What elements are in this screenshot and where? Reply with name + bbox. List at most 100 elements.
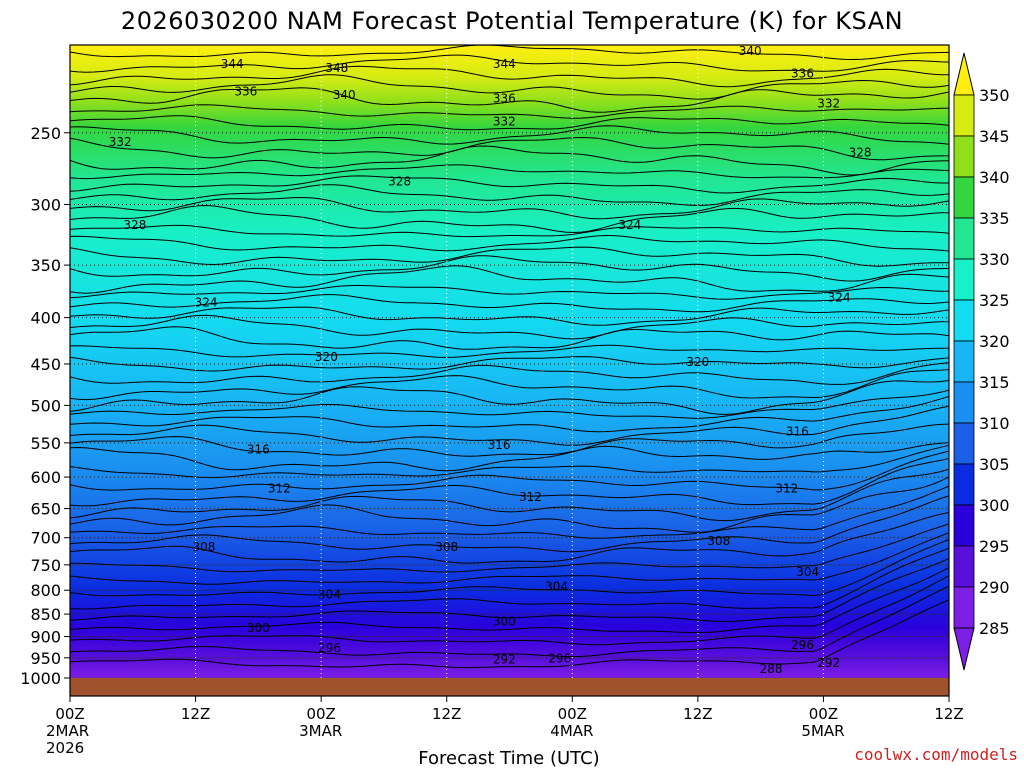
y-tick-label: 450 (30, 355, 61, 374)
colorbar-extend-bottom (953, 627, 975, 671)
contour-label: 328 (849, 146, 872, 160)
chart-title: 2026030200 NAM Forecast Potential Temper… (121, 7, 903, 35)
contour-line (70, 405, 949, 446)
contour-label: 328 (388, 175, 411, 189)
contour-line (70, 204, 949, 234)
contour-line (70, 65, 949, 88)
colorbar-tick-label: 285 (979, 619, 1010, 638)
contour-line (70, 362, 949, 385)
colorbar-tick-label: 310 (979, 414, 1010, 433)
contour-line (70, 523, 949, 573)
colorbar-segment (953, 217, 975, 260)
y-tick-label: 850 (30, 605, 61, 624)
contour-line (70, 476, 949, 533)
contour-line (70, 164, 949, 180)
contour-line (70, 369, 949, 401)
colorbar-segment (953, 545, 975, 588)
contour-line (70, 87, 949, 113)
x-tick-year: 2026 (46, 739, 84, 757)
contour-label: 288 (760, 662, 783, 676)
colorbar-tick-label: 300 (979, 496, 1010, 515)
contour-label: 312 (268, 482, 291, 496)
colorbar-segment (953, 299, 975, 342)
contour-line (70, 512, 949, 564)
contour-line (70, 326, 949, 350)
contour-line (70, 344, 949, 358)
colorbar-segment (953, 422, 975, 465)
contour-line (70, 442, 949, 472)
contour-label: 312 (519, 490, 542, 504)
contour-label: 340 (333, 88, 356, 102)
colorbar-segment (953, 504, 975, 547)
grid-lines (70, 45, 949, 678)
contour-line (70, 306, 949, 326)
contour-label: 348 (325, 61, 348, 75)
field-background (70, 45, 949, 678)
y-tick-label: 600 (30, 468, 61, 487)
x-tick-label: 00Z (306, 705, 335, 723)
contour-line (70, 380, 949, 416)
contour-label: 328 (123, 218, 146, 232)
contour-line (70, 575, 949, 646)
colorbar-segment (953, 463, 975, 506)
contour-line (70, 246, 949, 267)
contour-line (70, 184, 949, 206)
contour-label: 292 (817, 656, 840, 670)
x-axis-label: Forecast Time (UTC) (418, 748, 599, 768)
colorbar-tick-label: 325 (979, 291, 1010, 310)
contour-line (70, 558, 949, 622)
y-axis: 250 300 350 400 450 500 550 600 650 700 750 800 850 9… (20, 124, 70, 688)
y-tick-label: 750 (30, 556, 61, 575)
x-tick-date: 2MAR (46, 722, 89, 740)
y-tick-label: 650 (30, 500, 61, 519)
colorbar-segment (953, 258, 975, 301)
colorbar-tick-label: 320 (979, 332, 1010, 351)
x-tick-label: 00Z (809, 705, 838, 723)
contour-label: 304 (796, 565, 819, 579)
contour-line (70, 224, 949, 238)
contour-label: 300 (493, 614, 516, 628)
contour-label: 324 (828, 290, 851, 304)
contour-label: 304 (318, 588, 341, 602)
colorbar-segment (953, 381, 975, 424)
contour-line (70, 125, 949, 145)
contour-label: 336 (493, 91, 516, 105)
ground-strip (70, 678, 949, 696)
contour-label: 316 (247, 442, 270, 456)
contour-line (70, 450, 949, 491)
contour-label: 336 (791, 66, 814, 80)
y-tick-label: 700 (30, 529, 61, 548)
x-tick-date: 3MAR (299, 722, 342, 740)
contour-label: 332 (109, 135, 132, 149)
contour-line (70, 458, 949, 507)
contour-line (70, 423, 949, 457)
y-tick-label: 950 (30, 649, 61, 668)
contour-line (70, 585, 949, 658)
y-tick-label: 900 (30, 628, 61, 647)
x-tick-date: 5MAR (801, 722, 844, 740)
x-tick-label: 12Z (683, 705, 712, 723)
contour-label: 312 (775, 482, 798, 496)
contour-label: 296 (791, 638, 814, 652)
contour-label: 300 (247, 621, 270, 635)
contour-line (70, 389, 949, 419)
contour-line (70, 444, 949, 479)
contour-line (70, 255, 949, 282)
contour-line (70, 136, 949, 161)
colorbar-tick-label: 350 (979, 86, 1010, 105)
colorbar-tick-label: 345 (979, 127, 1010, 146)
colorbar-tick-label: 305 (979, 455, 1010, 474)
contour-line (70, 284, 949, 300)
contour-line (70, 196, 949, 220)
colorbar-segment (953, 176, 975, 219)
colorbar-tick-label: 290 (979, 578, 1010, 597)
contour-label: 316 (786, 424, 809, 438)
contour-label: 344 (221, 57, 244, 71)
contour-line (70, 314, 949, 340)
colorbar-segment (953, 340, 975, 383)
contour-line (70, 145, 949, 176)
contour-label: 332 (493, 115, 516, 129)
colorbar-tick-label: 330 (979, 250, 1010, 269)
contour-label: 308 (192, 540, 215, 554)
